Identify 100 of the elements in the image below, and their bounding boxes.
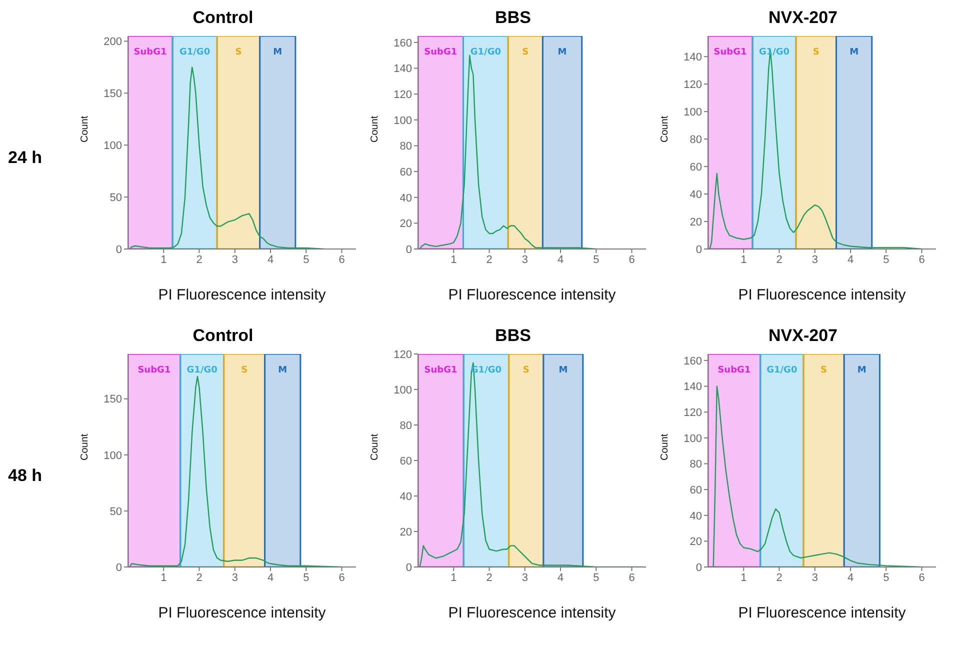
x-tick-label: 1: [740, 254, 747, 266]
x-tick-label: 5: [303, 254, 310, 266]
x-tick-label: 5: [593, 572, 600, 584]
x-tick-label: 6: [628, 254, 635, 266]
band-label: SubG1: [718, 365, 751, 376]
x-tick-label: 1: [740, 572, 747, 584]
band-label: G1/G0: [180, 47, 210, 58]
chart-title: NVX-207: [768, 326, 838, 347]
y-tick-label: 80: [400, 140, 412, 153]
y-tick-label: 60: [690, 161, 702, 174]
y-tick-label: 120: [684, 406, 702, 419]
y-tick-label: 0: [116, 562, 122, 574]
band-label: G1/G0: [470, 47, 501, 58]
band-label: M: [857, 365, 866, 376]
y-axis-title: Count: [370, 116, 381, 142]
x-tick-label: 5: [883, 572, 890, 584]
y-tick-label: 120: [394, 88, 412, 101]
x-tick-label: 5: [593, 254, 600, 266]
band-label: G1/G0: [766, 365, 798, 376]
x-tick-label: 3: [812, 572, 818, 584]
y-tick-label: 100: [104, 140, 122, 152]
x-tick-label: 5: [303, 572, 310, 584]
y-tick-label: 100: [684, 432, 702, 445]
y-tick-label: 50: [110, 506, 122, 518]
y-tick-label: 20: [400, 526, 412, 538]
band-label: SubG1: [714, 47, 747, 58]
y-tick-label: 20: [690, 216, 702, 228]
band-label: S: [522, 47, 529, 58]
y-tick-label: 80: [400, 420, 412, 432]
x-tick-label: 1: [450, 572, 457, 584]
band-label: M: [558, 47, 567, 58]
band-label: S: [235, 47, 242, 58]
y-tick-label: 0: [696, 562, 702, 574]
x-tick-label: 3: [522, 254, 528, 266]
band-label: M: [850, 47, 859, 58]
x-tick-label: 4: [267, 254, 274, 266]
y-axis-title: Count: [80, 116, 91, 142]
y-tick-label: 20: [400, 218, 412, 230]
band-label: M: [558, 365, 568, 376]
y-tick-label: 40: [690, 510, 702, 522]
band-label: SubG1: [138, 365, 171, 376]
line-series: [419, 54, 597, 249]
band-label: SubG1: [424, 47, 458, 58]
chart-title: BBS: [494, 326, 532, 347]
y-axis-title: Count: [370, 434, 381, 460]
band-label: G1/G0: [186, 365, 218, 376]
y-tick-label: 150: [104, 394, 122, 406]
band-label: S: [812, 47, 820, 58]
y-tick-label: 160: [394, 37, 412, 50]
band-label: M: [273, 47, 282, 58]
band-label: SubG1: [424, 365, 458, 376]
x-axis-title: PI Fluorescence intensity: [158, 286, 326, 304]
x-tick-label: 3: [812, 254, 818, 266]
band-label: S: [820, 365, 828, 376]
y-tick-label: 60: [400, 455, 412, 468]
band-label: M: [278, 365, 288, 376]
y-tick-label: 60: [690, 484, 702, 496]
y-tick-label: 40: [690, 188, 702, 201]
band-label: S: [522, 365, 530, 376]
y-tick-label: 50: [110, 192, 122, 204]
x-tick-label: 3: [522, 572, 528, 584]
y-tick-label: 40: [400, 490, 412, 503]
y-tick-label: 120: [684, 79, 702, 91]
y-tick-label: 0: [406, 244, 412, 256]
x-tick-label: 4: [267, 572, 274, 584]
y-tick-label: 120: [394, 348, 412, 361]
y-axis-title: Count: [660, 116, 671, 142]
y-tick-label: 150: [104, 88, 122, 100]
x-tick-label: 2: [776, 254, 782, 266]
x-axis-title: PI Fluorescence intensity: [158, 604, 326, 622]
chart-title: Control: [192, 8, 254, 29]
y-tick-label: 140: [684, 52, 702, 64]
x-tick-label: 2: [486, 572, 492, 584]
x-tick-label: 4: [847, 254, 854, 266]
x-axis-title: PI Fluorescence intensity: [448, 286, 616, 304]
band-label: SubG1: [134, 47, 167, 58]
y-tick-label: 200: [104, 36, 122, 48]
x-tick-label: 4: [557, 572, 564, 584]
text: 24 h: [8, 148, 44, 168]
y-axis-title: Count: [80, 434, 91, 460]
x-tick-label: 2: [486, 254, 492, 266]
y-tick-label: 100: [394, 384, 412, 396]
chart-title: NVX-207: [768, 8, 838, 29]
chart-title: BBS: [494, 8, 532, 29]
x-tick-label: 6: [338, 572, 345, 584]
chart-title: Control: [192, 326, 254, 347]
x-tick-label: 6: [918, 254, 925, 266]
y-tick-label: 0: [696, 244, 702, 256]
y-tick-label: 100: [394, 114, 412, 127]
x-tick-label: 3: [232, 254, 238, 266]
x-tick-label: 4: [557, 254, 564, 266]
x-tick-label: 2: [776, 572, 782, 584]
x-tick-label: 6: [628, 572, 635, 584]
y-tick-label: 0: [116, 244, 122, 256]
y-tick-label: 100: [104, 450, 122, 462]
y-tick-label: 100: [684, 106, 702, 118]
y-tick-label: 40: [400, 192, 412, 204]
y-tick-label: 160: [684, 355, 702, 368]
x-tick-label: 5: [883, 254, 890, 266]
band-label: S: [241, 365, 248, 376]
